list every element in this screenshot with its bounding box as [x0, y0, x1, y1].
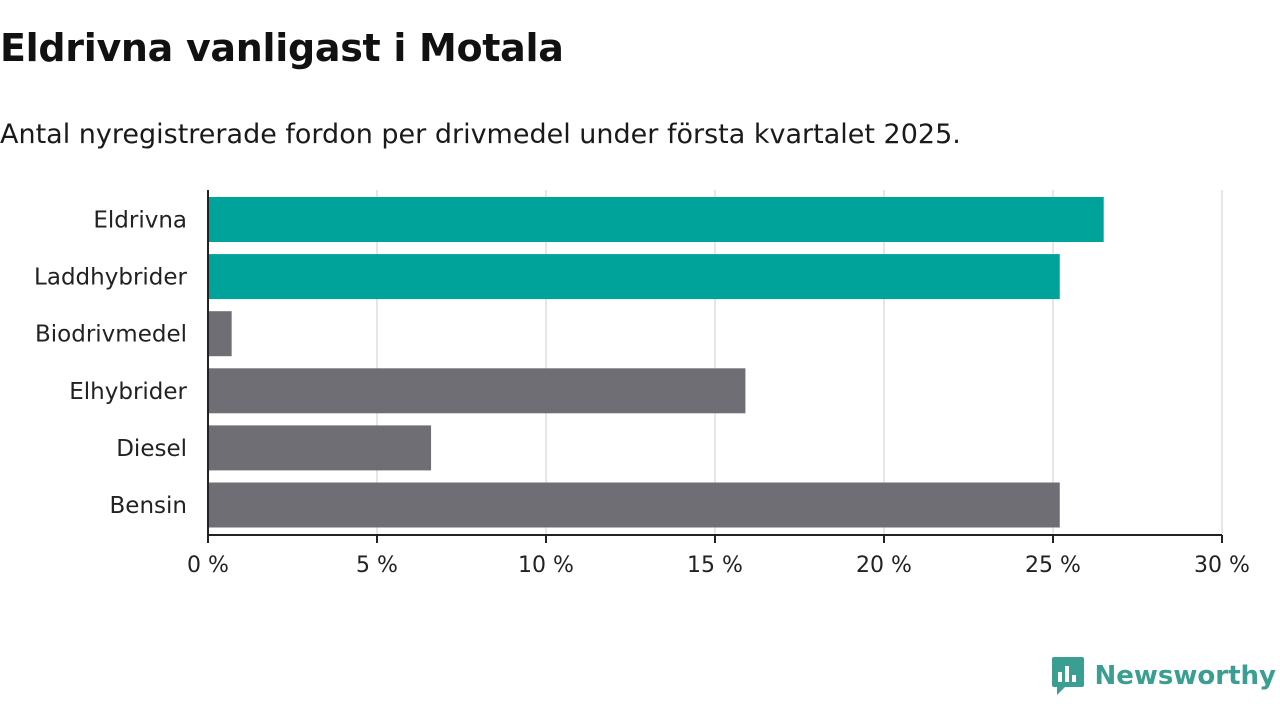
x-tick-label: 5 % — [356, 553, 398, 578]
chart-title: Eldrivna vanligast i Motala — [0, 26, 564, 70]
category-label: Bensin — [110, 493, 187, 519]
category-label: Eldrivna — [93, 208, 187, 234]
bar-bensin — [208, 482, 1060, 528]
x-tick-label: 30 % — [1194, 553, 1250, 578]
x-tick-label: 15 % — [687, 553, 743, 578]
x-axis: 0 % 5 % 10 % 15 % 20 % 25 % 30 % — [187, 190, 1250, 578]
category-label: Elhybrider — [69, 379, 187, 405]
bar-eldrivna — [208, 197, 1104, 242]
gridlines — [376, 190, 1223, 535]
newsworthy-logo-icon — [1051, 657, 1084, 695]
x-tick-label: 20 % — [856, 553, 912, 578]
chart-subtitle: Antal nyregistrerade fordon per drivmede… — [0, 119, 961, 150]
brand-name: Newsworthy — [1094, 661, 1276, 691]
bar-biodrivmedel — [208, 311, 232, 357]
category-label: Laddhybrider — [34, 265, 187, 291]
x-tick-label: 10 % — [518, 553, 574, 578]
x-tick-label: 25 % — [1025, 553, 1081, 578]
brand: Newsworthy — [1051, 655, 1276, 697]
category-label: Diesel — [116, 436, 187, 462]
x-tick-label: 0 % — [187, 553, 229, 578]
bar-laddhybrider — [208, 254, 1060, 300]
bars — [208, 197, 1104, 528]
category-label: Biodrivmedel — [35, 322, 187, 348]
bar-diesel — [208, 425, 432, 471]
bar-elhybrider — [208, 368, 746, 414]
category-labels: Eldrivna Laddhybrider Biodrivmedel Elhybrid… — [34, 208, 187, 520]
